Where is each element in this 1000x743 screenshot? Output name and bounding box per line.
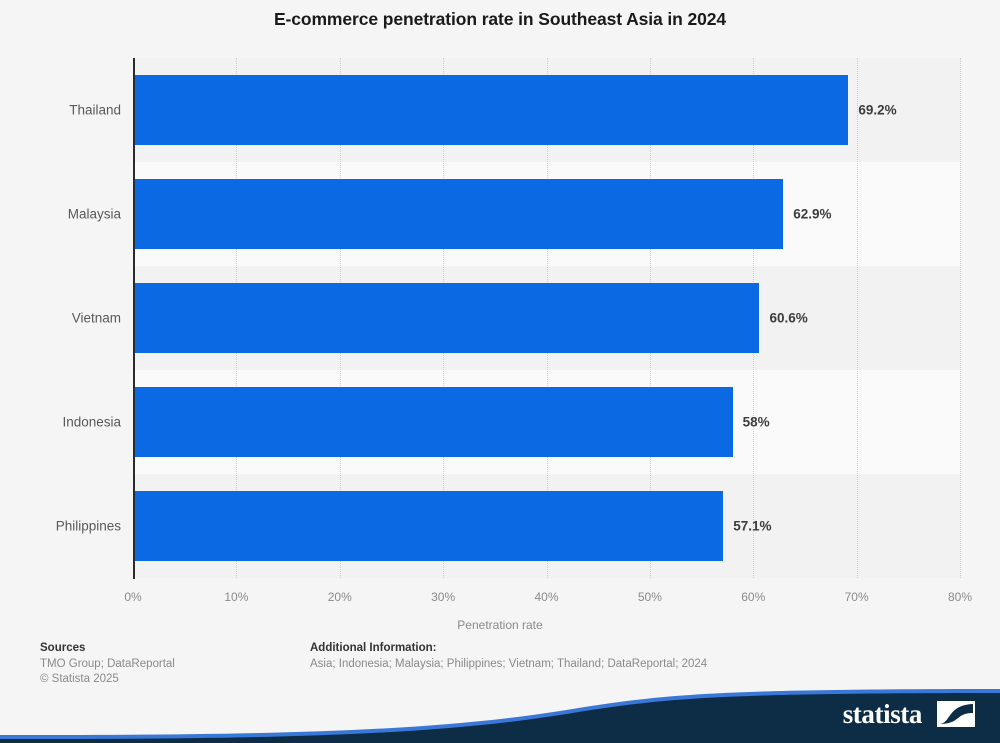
category-label: Indonesia [62,414,121,430]
bar[interactable] [133,491,724,561]
bar[interactable] [133,387,733,457]
sources-block: Sources TMO Group; DataReportal © Statis… [40,642,300,687]
bar-layer [133,58,960,578]
x-tick-label: 70% [844,590,869,604]
x-tick-label: 60% [741,590,766,604]
x-tick-label: 50% [637,590,662,604]
value-label: 57.1% [733,518,772,534]
bar[interactable] [133,75,849,145]
chart-title: E-commerce penetration rate in Southeast… [273,9,727,29]
x-tick-label: 10% [224,590,249,604]
value-label: 58% [742,414,770,430]
statista-logo-bar: statista [0,683,1000,743]
category-label: Malaysia [67,206,121,222]
category-label: Vietnam [71,310,121,326]
gridline [856,58,859,578]
logo-wave-graphic [0,689,1000,743]
value-label: 60.6% [769,310,808,326]
x-tick-label: 0% [124,590,142,604]
x-tick-label: 20% [327,590,352,604]
sources-heading: Sources [40,642,86,654]
additional-info-heading: Additional Information: [310,642,437,654]
x-axis-title: Penetration rate [457,618,543,632]
x-tick-label: 30% [431,590,456,604]
category-label: Thailand [69,102,121,118]
gridline [960,58,962,578]
y-axis-category-labels: Thailand Malaysia Vietnam Indonesia Philippi… [0,58,121,578]
statista-wordmark: statista [842,699,923,729]
additional-info-text: Asia; Indonesia; Malaysia; Philippines; … [310,658,708,670]
value-label: 69.2% [858,102,897,118]
plot-area [133,58,962,578]
x-tick-label: 40% [534,590,559,604]
statista-logo-icon [937,701,975,727]
sources-text: TMO Group; DataReportal [40,658,175,670]
bar[interactable] [133,283,760,353]
category-label: Philippines [55,518,121,534]
value-label: 62.9% [793,206,832,222]
chart-footer: Sources TMO Group; DataReportal © Statis… [40,642,960,692]
copyright-text: © Statista 2025 [40,673,119,685]
y-axis-line [133,58,135,579]
additional-info-block: Additional Information: Asia; Indonesia;… [310,642,760,672]
bar[interactable] [133,179,784,249]
x-tick-label: 80% [947,590,973,604]
